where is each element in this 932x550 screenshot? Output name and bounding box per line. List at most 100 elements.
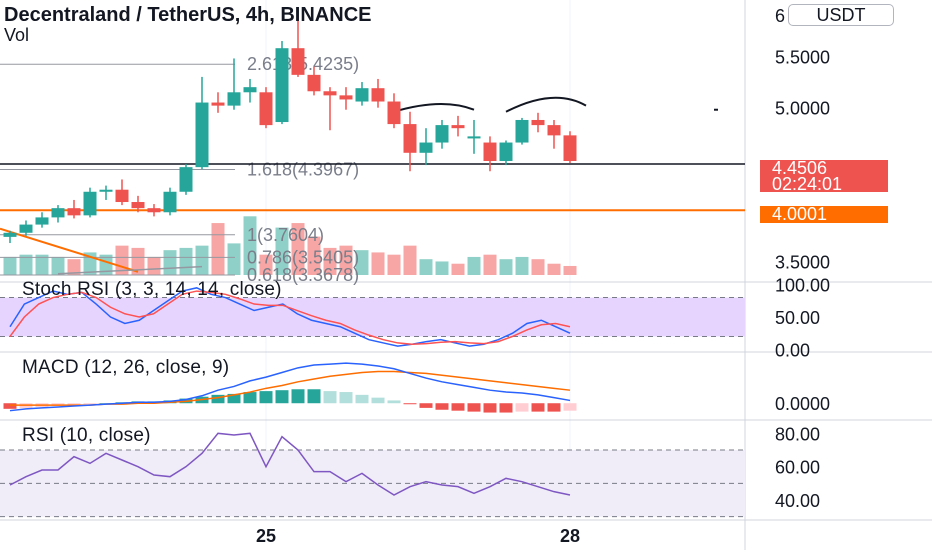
pattern-arc-right <box>505 96 587 113</box>
volume-bar <box>371 252 385 275</box>
candle-body <box>387 101 401 125</box>
volume-bar <box>403 245 417 275</box>
volume-bar <box>323 247 337 275</box>
price-axis[interactable]: 6 5.5000 5.0000 3.5000 100.00 50.00 0.00 0.0000… <box>256 6 830 546</box>
candle-body <box>131 202 145 209</box>
volume-bar <box>435 261 449 275</box>
fib-level-label: 1.618(4.3967) <box>247 160 359 180</box>
rsi-pane[interactable] <box>0 432 745 518</box>
candle-body <box>403 124 417 153</box>
pattern-arc-left <box>393 103 475 113</box>
candle-body <box>195 102 209 168</box>
volume-bar <box>499 259 513 275</box>
stoch-rsi-pane[interactable] <box>0 287 745 347</box>
price-axis-tick: 5.0000 <box>775 99 830 119</box>
time-axis-tick: 25 <box>256 526 276 546</box>
macd-histogram-bar <box>323 391 337 404</box>
candle-body <box>147 208 161 213</box>
macd-title: MACD (12, 26, close, 9) <box>22 357 230 378</box>
time-axis-tick: 28 <box>560 526 580 546</box>
candle-body <box>355 88 369 102</box>
candle-body <box>99 189 113 192</box>
candle-body <box>515 119 529 143</box>
volume-bar <box>51 256 65 275</box>
volume-bar <box>307 236 321 275</box>
currency-selector[interactable]: USDT <box>788 4 894 26</box>
price-axis-tick: 6 <box>775 6 785 26</box>
volume-bar <box>291 223 305 275</box>
candle-body <box>83 191 97 216</box>
support-level-badge: 4.0001 <box>760 205 888 223</box>
candle-body <box>547 125 561 136</box>
stoch-axis-tick: 0.00 <box>775 340 810 360</box>
candle-body <box>51 208 65 218</box>
volume-bar <box>451 263 465 275</box>
volume-bar <box>275 227 289 275</box>
candle-body <box>323 91 337 96</box>
price-axis-tick: 5.5000 <box>775 47 830 67</box>
volume-bar <box>243 216 257 275</box>
candle-body <box>499 142 513 161</box>
candle-body <box>227 92 241 106</box>
price-axis-tick: 3.5000 <box>775 252 830 272</box>
volume-bar <box>387 254 401 275</box>
candle-body <box>483 142 497 161</box>
chart-title: Decentraland / TetherUS, 4h, BINANCE <box>4 4 372 26</box>
candle-body <box>563 135 577 161</box>
last-price-badge: 4.4506 02:24:01 <box>760 159 888 194</box>
price-pane[interactable]: 2.618(5.4235)1.618(4.3967)1(3.7604)0.786… <box>0 15 745 285</box>
volume-bar <box>419 259 433 275</box>
candle-body <box>467 136 481 139</box>
stoch-axis-tick: 100.00 <box>775 276 830 296</box>
candle-body <box>371 88 385 102</box>
macd-histogram-bar <box>211 394 225 404</box>
volume-bar <box>147 256 161 275</box>
rsi-axis-tick: 60.00 <box>775 458 820 478</box>
macd-histogram-bar <box>483 403 497 413</box>
macd-histogram-bar <box>83 403 97 405</box>
volume-label: Vol <box>4 25 30 45</box>
rsi-axis-tick: 80.00 <box>775 424 820 444</box>
rsi-axis-tick: 40.00 <box>775 491 820 511</box>
candle-body <box>451 125 465 129</box>
descending-trendline <box>0 227 139 273</box>
macd-histogram-bar <box>3 403 17 409</box>
candle-body <box>339 95 353 100</box>
macd-histogram-bar <box>291 389 305 404</box>
volume-bar <box>355 250 369 275</box>
volume-bar <box>515 256 529 275</box>
macd-histogram-bar <box>435 403 449 410</box>
volume-bar <box>227 243 241 275</box>
candle-body <box>115 189 129 203</box>
macd-histogram-bar <box>243 392 257 404</box>
stoch-axis-tick: 50.00 <box>775 308 820 328</box>
candle-body <box>531 119 545 126</box>
macd-histogram-bar <box>339 392 353 404</box>
stoch-band <box>0 297 745 337</box>
candle-body <box>211 102 225 106</box>
macd-histogram-bar <box>355 394 369 404</box>
macd-histogram-bar <box>371 397 385 404</box>
volume-bar <box>563 265 577 275</box>
macd-histogram-bar <box>499 403 513 413</box>
volume-bar <box>339 245 353 275</box>
countdown-timer: 02:24:01 <box>772 174 843 194</box>
stoch-rsi-title: Stoch RSI (3, 3, 14, 14, close) <box>22 279 282 300</box>
rsi-title: RSI (10, close) <box>22 425 151 446</box>
candle-body <box>291 48 305 75</box>
macd-histogram-bar <box>227 393 241 404</box>
rsi-line <box>9 432 571 496</box>
stoch-k-line <box>9 287 571 347</box>
macd-pane[interactable] <box>3 362 577 413</box>
candle-body <box>179 167 193 192</box>
macd-histogram-bar <box>403 403 417 405</box>
macd-histogram-bar <box>307 389 321 404</box>
macd-histogram-bar <box>547 403 561 412</box>
volume-bar <box>19 254 33 275</box>
stoch-d-line <box>9 290 571 345</box>
volume-bar <box>195 245 209 275</box>
candle-body <box>275 48 289 123</box>
volume-bar <box>531 259 545 275</box>
